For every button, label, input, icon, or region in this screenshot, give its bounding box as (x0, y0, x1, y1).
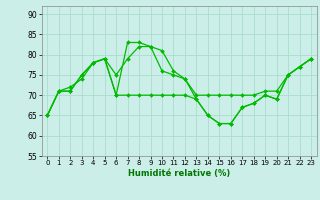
X-axis label: Humidité relative (%): Humidité relative (%) (128, 169, 230, 178)
